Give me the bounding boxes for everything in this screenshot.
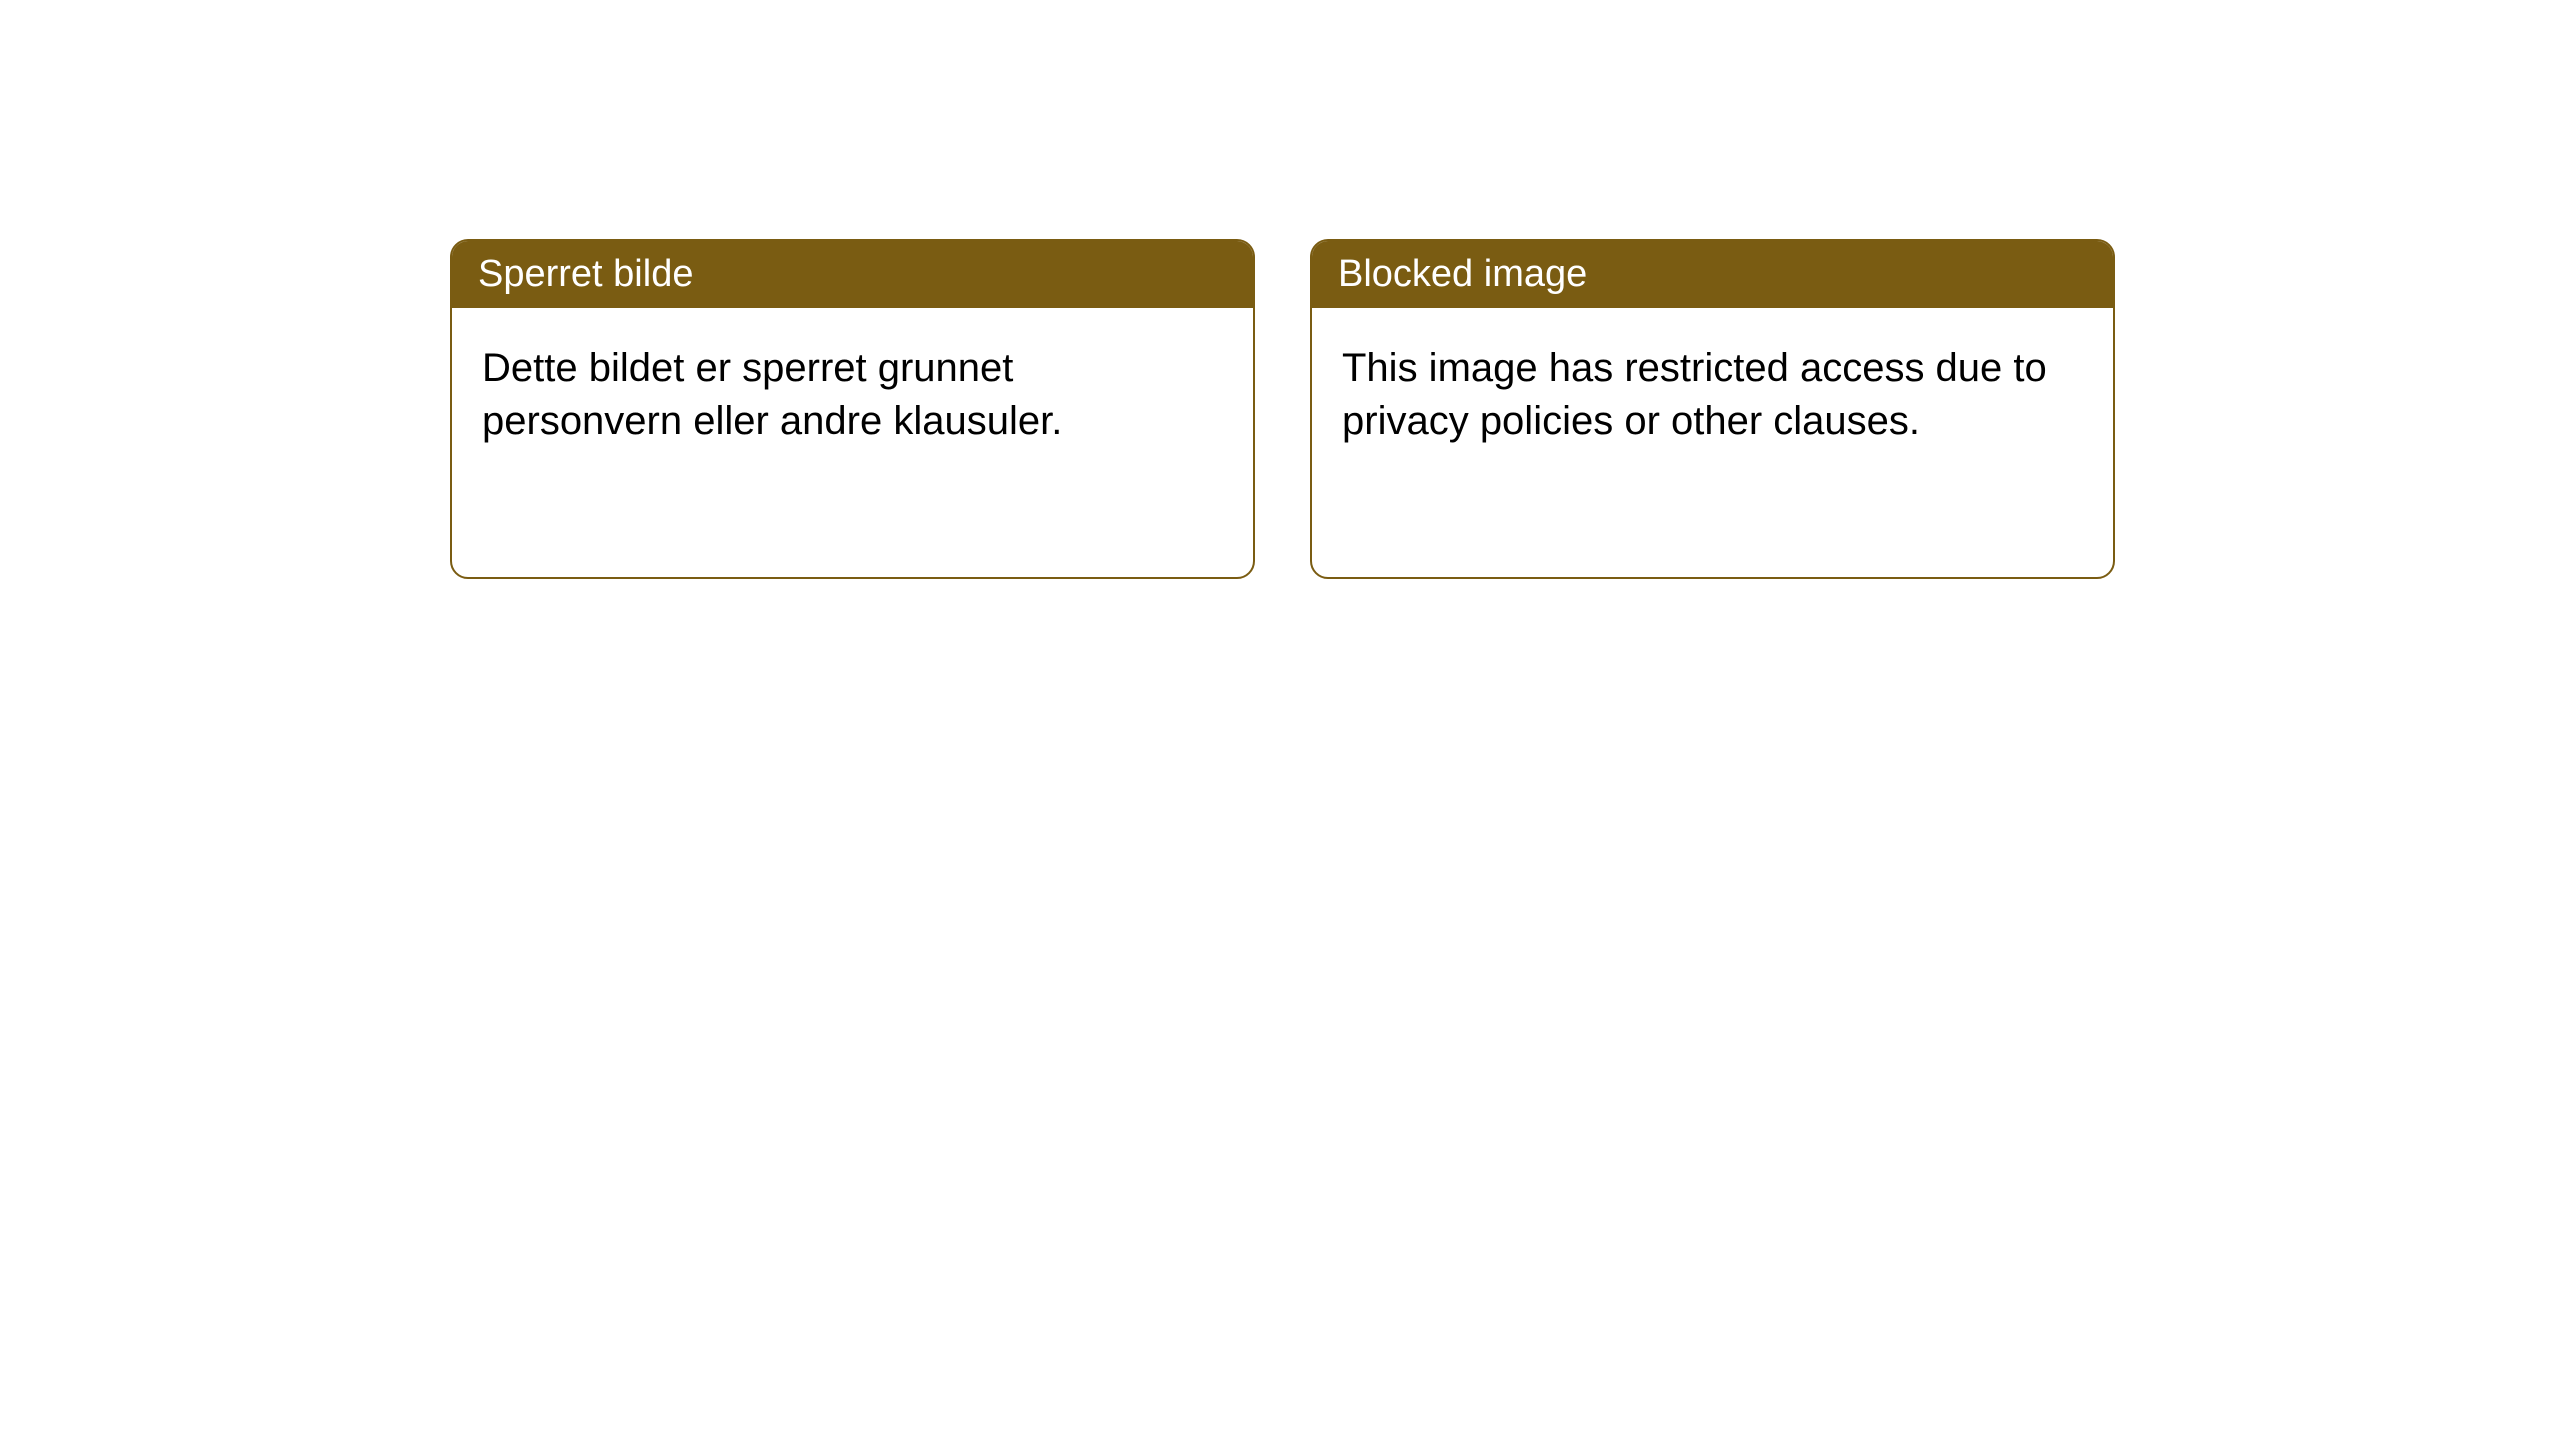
notice-card-english: Blocked image This image has restricted … bbox=[1310, 239, 2115, 579]
notice-container: Sperret bilde Dette bildet er sperret gr… bbox=[450, 239, 2115, 579]
notice-message-norwegian: Dette bildet er sperret grunnet personve… bbox=[482, 346, 1062, 443]
notice-card-norwegian: Sperret bilde Dette bildet er sperret gr… bbox=[450, 239, 1255, 579]
notice-body-english: This image has restricted access due to … bbox=[1312, 308, 2113, 482]
notice-title-norwegian: Sperret bilde bbox=[478, 253, 693, 295]
notice-header-norwegian: Sperret bilde bbox=[452, 241, 1253, 308]
notice-body-norwegian: Dette bildet er sperret grunnet personve… bbox=[452, 308, 1253, 482]
notice-title-english: Blocked image bbox=[1338, 253, 1587, 295]
notice-header-english: Blocked image bbox=[1312, 241, 2113, 308]
notice-message-english: This image has restricted access due to … bbox=[1342, 346, 2047, 443]
